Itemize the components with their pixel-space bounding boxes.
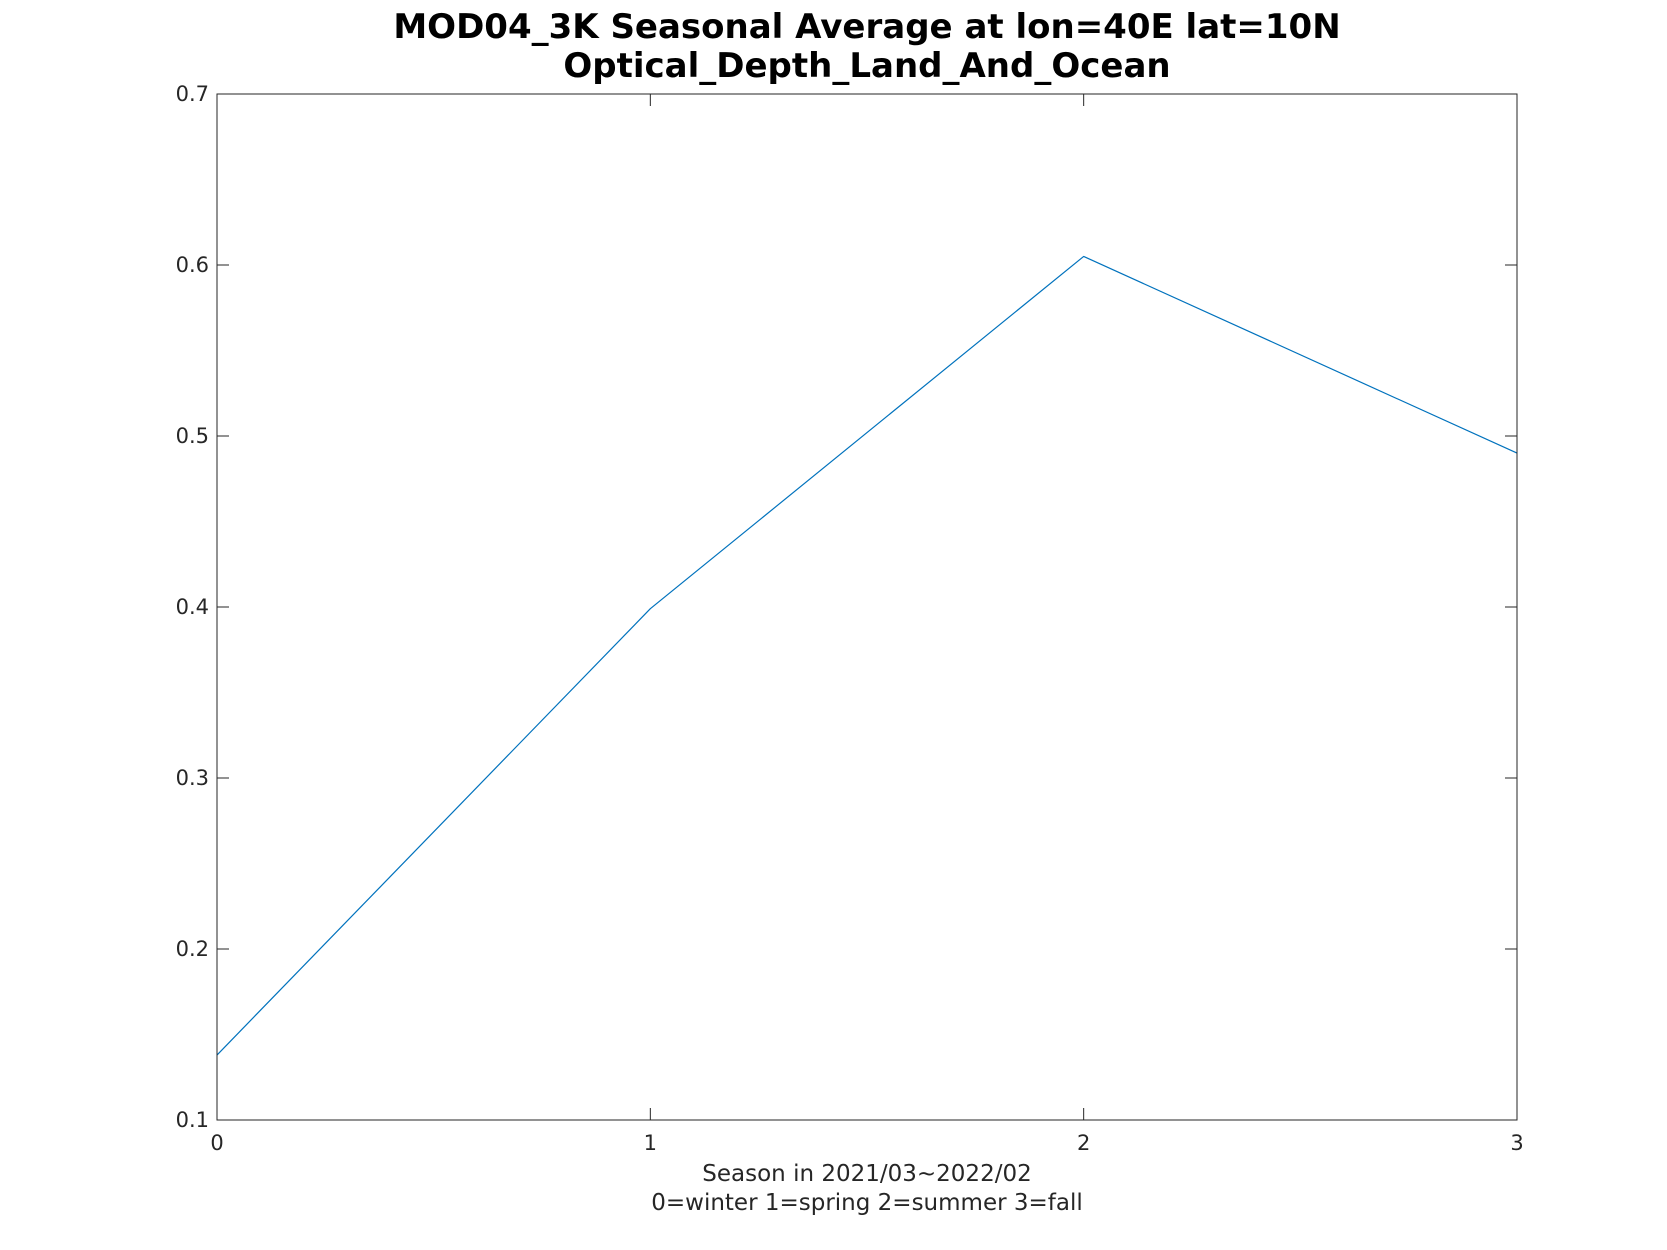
x-axis-label: Season in 2021/03~2022/02 0=winter 1=spr… bbox=[651, 1161, 1083, 1216]
y-tick-label-2: 0.3 bbox=[176, 766, 209, 790]
y-tick-label-3: 0.4 bbox=[176, 595, 209, 619]
series-line-0 bbox=[216, 255, 1518, 1056]
x-tick-label-0: 0 bbox=[210, 1131, 223, 1155]
chart-title-line-1: MOD04_3K Seasonal Average at lon=40E lat… bbox=[393, 7, 1340, 47]
y-tick-label-6: 0.7 bbox=[176, 82, 209, 106]
chart-title-line-2: Optical_Depth_Land_And_Ocean bbox=[563, 46, 1170, 86]
x-tick-label-2: 2 bbox=[1077, 1131, 1090, 1155]
y-tick-label-1: 0.2 bbox=[176, 937, 209, 961]
y-tick-label-0: 0.1 bbox=[176, 1108, 209, 1132]
y-tick-label-5: 0.6 bbox=[176, 253, 209, 277]
x-tick-label-1: 1 bbox=[644, 1131, 657, 1155]
chart-title: MOD04_3K Seasonal Average at lon=40E lat… bbox=[393, 7, 1340, 86]
x-tick-label-3: 3 bbox=[1510, 1131, 1523, 1155]
y-tick-label-4: 0.5 bbox=[176, 424, 209, 448]
axes-box bbox=[216, 93, 1518, 1121]
plot-area bbox=[217, 94, 1517, 1120]
tick-labels: 0 1 2 3 0.1 0.2 0.3 0.4 0.5 0.6 0.7 bbox=[176, 82, 1524, 1155]
x-axis-label-line-1: Season in 2021/03~2022/02 bbox=[702, 1161, 1031, 1187]
x-axis-label-line-2: 0=winter 1=spring 2=summer 3=fall bbox=[651, 1190, 1083, 1216]
